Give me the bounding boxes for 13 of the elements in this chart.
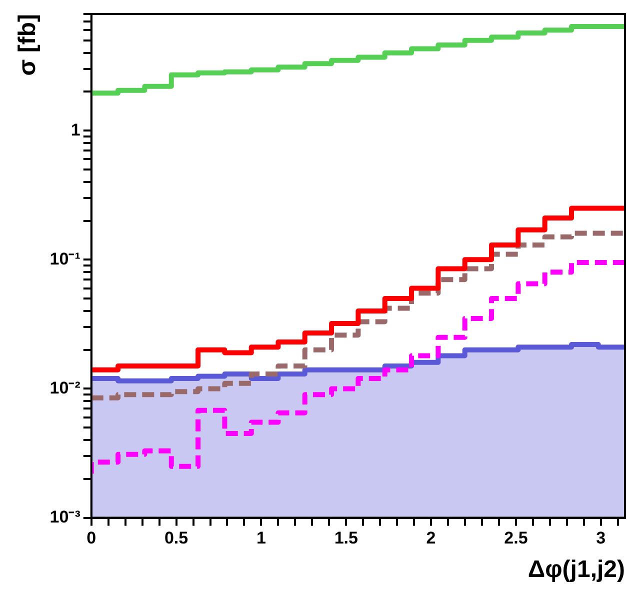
x-tick-label: 1.5 bbox=[334, 528, 358, 548]
y-tick-label: 10⁻¹ bbox=[50, 249, 81, 268]
y-tick-label: 10⁻³ bbox=[50, 507, 81, 526]
x-tick-label: 2 bbox=[426, 528, 436, 548]
x-tick-label: 1 bbox=[256, 528, 266, 548]
y-axis-title: σ [fb] bbox=[14, 14, 42, 76]
x-tick-label: 0.5 bbox=[164, 528, 188, 548]
y-tick-label: 10⁻² bbox=[50, 378, 81, 398]
x-axis-title: Δφ(j1,j2) bbox=[528, 556, 625, 584]
x-tick-label: 3 bbox=[596, 528, 606, 548]
x-tick-label: 2.5 bbox=[504, 528, 528, 548]
x-tick-label: 0 bbox=[86, 528, 96, 548]
y-tick-label: 1 bbox=[70, 120, 80, 140]
